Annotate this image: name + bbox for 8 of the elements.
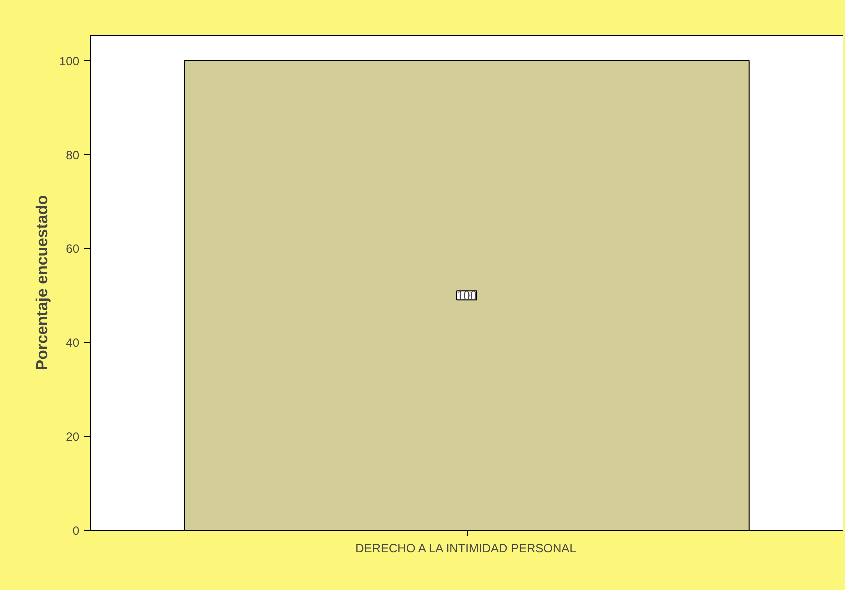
y-tick-label: 100 [59, 54, 80, 68]
y-tick-label: 80 [66, 148, 80, 162]
x-tick-label: DERECHO A LA INTIMIDAD PERSONAL [356, 542, 577, 556]
y-axis-title: Porcentaje encuestado [34, 195, 52, 371]
y-tick-label: 0 [72, 524, 80, 538]
y-tick-label: 60 [66, 242, 80, 256]
y-tick-label: 40 [66, 336, 80, 350]
y-tick-label: 20 [66, 430, 80, 444]
